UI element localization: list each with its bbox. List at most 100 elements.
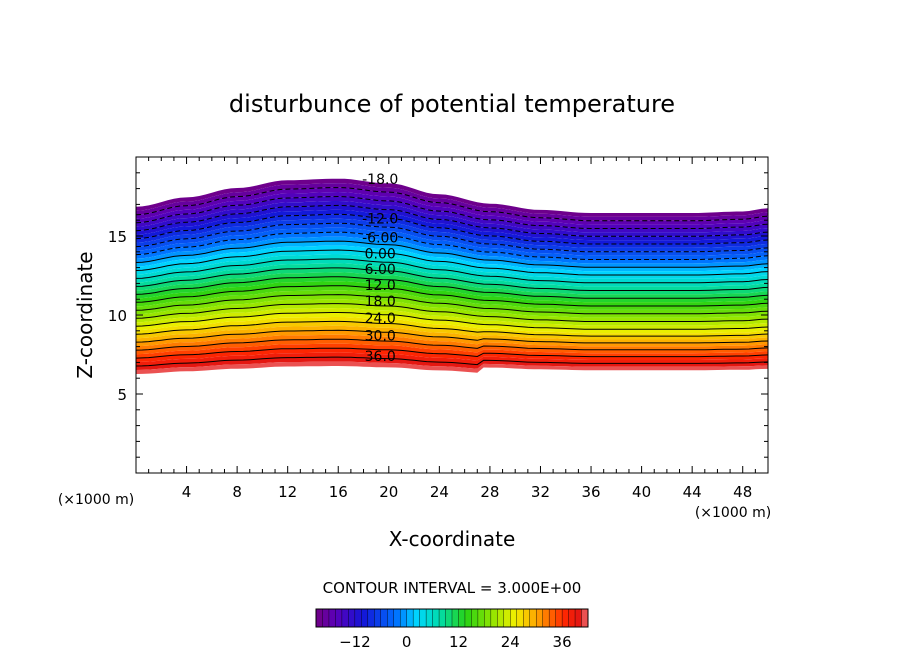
contour-line (136, 294, 768, 315)
colorbar-swatch (322, 608, 330, 628)
temperature-field (136, 178, 768, 374)
colorbar-tick-label: 12 (449, 633, 468, 651)
x-tick-label: 32 (531, 483, 550, 501)
field-band (136, 263, 768, 291)
field-band (136, 272, 768, 299)
field-band (136, 254, 768, 283)
contour-label: -18.0 (362, 172, 398, 188)
field-band (136, 290, 768, 314)
x-tick-label: 36 (581, 483, 600, 501)
field-band (136, 227, 768, 260)
field-band (136, 259, 768, 287)
colorbar-swatch (328, 608, 336, 628)
colorbar-swatch (497, 608, 505, 628)
x-tick-labels: 4 8 12 16 20 24 28 32 36 40 44 48 (182, 483, 752, 501)
x-tick-label: 24 (430, 483, 449, 501)
field-band (136, 276, 768, 303)
colorbar-swatch (458, 608, 466, 628)
y-tick-label: 5 (117, 386, 127, 404)
colorbar-swatch (367, 608, 375, 628)
colorbar-swatch (315, 608, 323, 628)
colorbar-swatch (438, 608, 447, 628)
contour-line (136, 258, 768, 284)
field-band (136, 361, 768, 374)
contour-line-negative (136, 231, 768, 260)
colorbar-frame (315, 608, 589, 628)
contour-line (136, 267, 768, 291)
field-band (136, 201, 768, 237)
chart-title: disturbunce of potential temperature (229, 90, 675, 118)
colorbar-swatch (374, 608, 382, 628)
contour-line-negative (136, 213, 768, 245)
x-tick-label: 12 (278, 483, 297, 501)
colorbar-tick-label: −12 (339, 633, 371, 651)
colorbar-swatch (399, 608, 408, 628)
contour-line (136, 285, 768, 307)
colorbar-swatch (387, 608, 395, 628)
colorbar-swatch (510, 608, 518, 628)
field-band (136, 325, 768, 343)
x-unit-right: (×1000 m) (695, 505, 771, 521)
x-tick-label: 16 (329, 483, 348, 501)
field-band (136, 285, 768, 310)
contour-label: 30.0 (365, 329, 396, 345)
colorbar-swatch (361, 608, 369, 628)
contour-line (136, 347, 768, 359)
contour-line-negative (136, 195, 768, 229)
colorbar-swatch (393, 608, 401, 628)
colorbar-swatch (523, 608, 531, 628)
colorbar-swatch (490, 608, 498, 628)
field-band (136, 294, 768, 318)
colorbar-swatch (380, 608, 388, 628)
colorbar-swatch (354, 608, 362, 628)
y-axis-label: Z-coordinate (73, 251, 97, 378)
colorbar-swatch (406, 608, 414, 628)
colorbar-swatch (335, 608, 343, 628)
colorbar-tick-label: 0 (402, 633, 412, 651)
field-band (136, 196, 768, 233)
field-band (136, 303, 768, 326)
contour-line (136, 338, 768, 351)
colorbar-swatch (477, 608, 485, 628)
contour-label: 36.0 (365, 349, 396, 365)
field-band (136, 236, 768, 268)
colorbar-swatch (548, 608, 557, 628)
field-band (136, 218, 768, 252)
x-tick-label: 44 (683, 483, 702, 501)
colorbar-swatch (561, 608, 570, 628)
field-band (136, 245, 768, 275)
colorbar-tick-label: 24 (501, 633, 520, 651)
field-band (136, 352, 768, 366)
y-tick-labels: 5 10 15 (108, 228, 127, 404)
contour-line-negative (136, 204, 768, 237)
x-tick-label: 28 (480, 483, 499, 501)
contour-line (136, 356, 768, 367)
contour-line-negative (136, 187, 768, 222)
contour-label: -6.00 (362, 231, 398, 247)
x-axis-label: X-coordinate (389, 527, 516, 551)
contour-label: -12.0 (362, 212, 398, 228)
field-band (136, 334, 768, 351)
x-tick-label: 48 (733, 483, 752, 501)
field-band (136, 312, 768, 334)
field-band (136, 339, 768, 355)
field-band (136, 330, 768, 347)
x-tick-label: 8 (232, 483, 242, 501)
colorbar-tick-label: 36 (553, 633, 572, 651)
field-band (136, 205, 768, 241)
colorbar-swatch (432, 608, 440, 628)
colorbar-swatch (464, 608, 472, 628)
field-band (136, 241, 768, 272)
colorbar-swatch (419, 608, 427, 628)
contour-label: 24.0 (365, 311, 396, 327)
field-band (136, 223, 768, 256)
y-tick-label: 10 (108, 307, 127, 325)
field-band (136, 178, 768, 217)
colorbar-swatch (516, 608, 524, 628)
axis-ticks (135, 156, 769, 474)
contour-line (136, 276, 768, 299)
y-tick-label: 15 (108, 228, 127, 246)
field-band (136, 209, 768, 244)
